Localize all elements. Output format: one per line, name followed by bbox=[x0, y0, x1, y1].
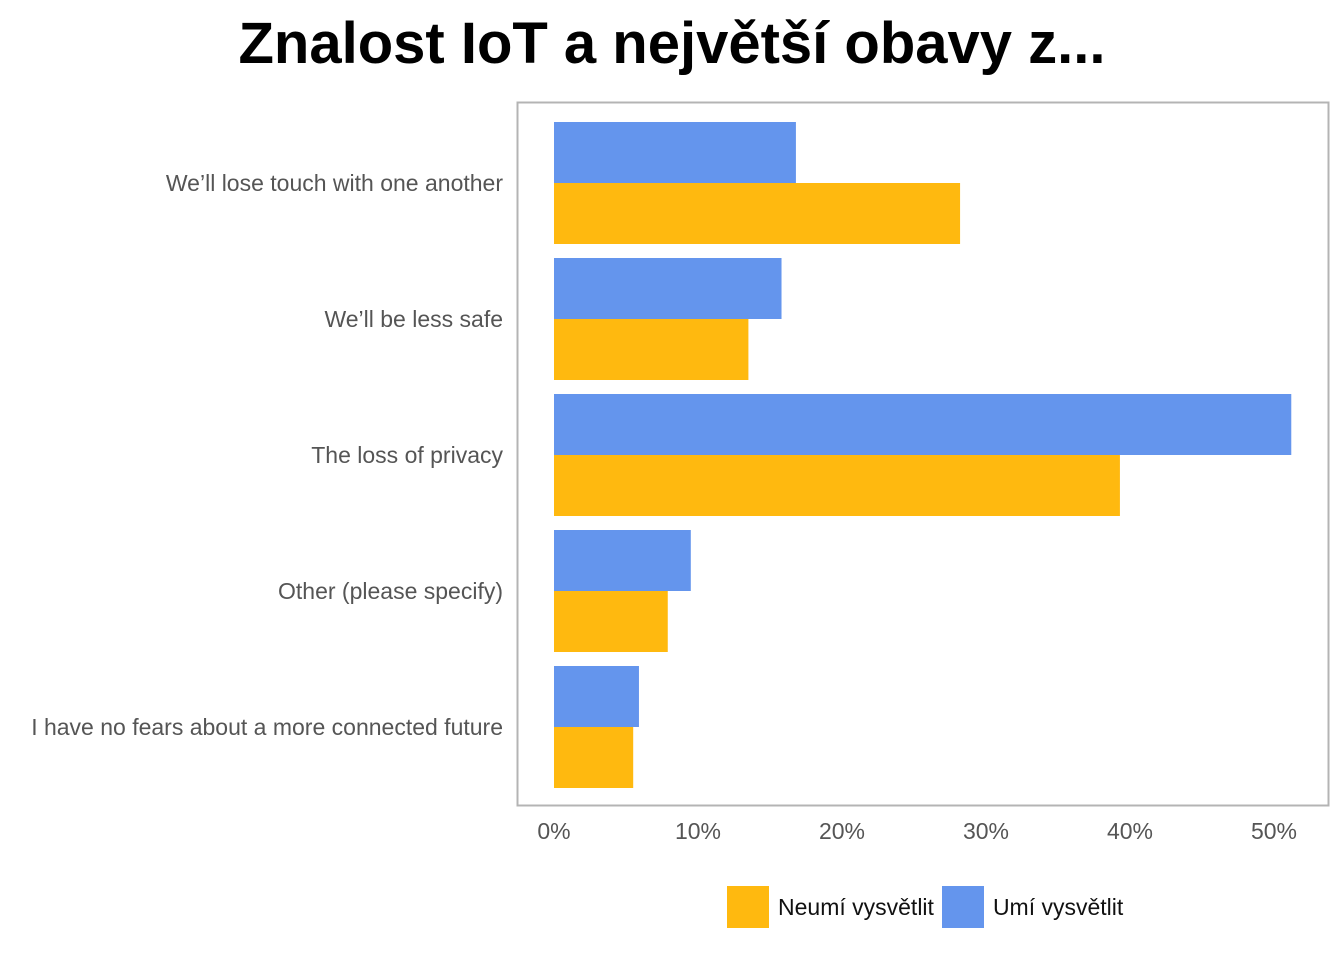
bar-neumi-1 bbox=[554, 319, 749, 380]
x-tick-label: 30% bbox=[963, 818, 1009, 844]
x-tick-label: 40% bbox=[1107, 818, 1153, 844]
legend-label: Umí vysvětlit bbox=[992, 893, 1124, 920]
legend-label: Neumí vysvětlit bbox=[778, 893, 934, 920]
bar-neumi-3 bbox=[554, 591, 668, 652]
x-tick-label: 20% bbox=[819, 818, 865, 844]
bar-umi-4 bbox=[554, 666, 639, 727]
x-axis-tick-labels: 0% 10% 20% 30% 40% 50% bbox=[537, 818, 1297, 844]
bar-umi-3 bbox=[554, 530, 691, 591]
bar-neumi-2 bbox=[554, 455, 1120, 516]
bar-neumi-4 bbox=[554, 727, 634, 788]
legend: Neumí vysvětlit Umí vysvětlit bbox=[727, 886, 1131, 928]
category-label: Other (please specify) bbox=[278, 578, 503, 604]
legend-item: Umí vysvětlit bbox=[941, 886, 1124, 928]
category-label: I have no fears about a more connected f… bbox=[31, 714, 503, 740]
bars-layer bbox=[554, 122, 1292, 788]
legend-swatch bbox=[727, 886, 769, 928]
legend-item: Neumí vysvětlit bbox=[727, 886, 934, 928]
bar-umi-2 bbox=[554, 394, 1292, 455]
plot-frame bbox=[516, 101, 1330, 807]
x-tick-label: 50% bbox=[1251, 818, 1297, 844]
category-label: The loss of privacy bbox=[311, 442, 503, 468]
bar-umi-0 bbox=[554, 122, 796, 183]
x-tick-label: 0% bbox=[537, 818, 570, 844]
x-tick-label: 10% bbox=[675, 818, 721, 844]
category-label: We’ll be less safe bbox=[324, 306, 503, 332]
category-label: We’ll lose touch with one another bbox=[166, 170, 503, 196]
legend-swatch bbox=[941, 886, 984, 928]
bar-neumi-0 bbox=[554, 183, 961, 244]
category-labels: We’ll lose touch with one another We’ll b… bbox=[31, 170, 503, 740]
bar-umi-1 bbox=[554, 258, 782, 319]
chart-title: Znalost IoT a největší obavy z... bbox=[238, 11, 1106, 76]
